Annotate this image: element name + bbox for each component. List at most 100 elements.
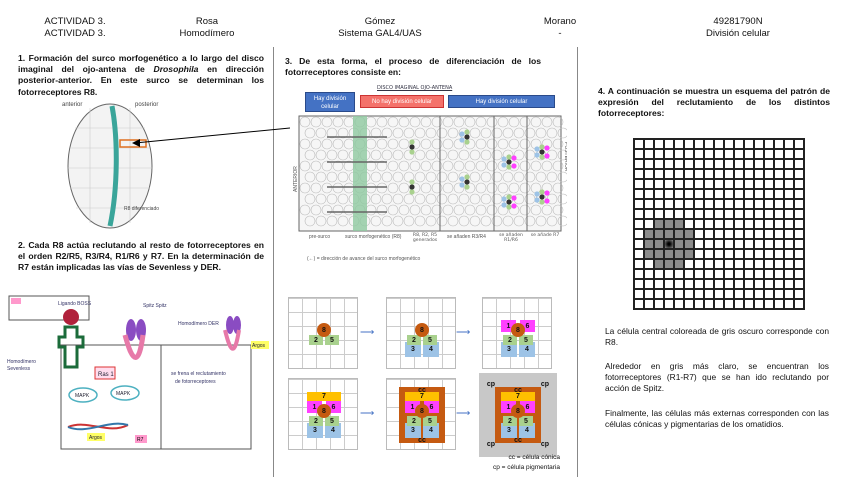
grid-cell (644, 229, 654, 239)
grid-cell (754, 169, 764, 179)
header-term-4: 49281790N (713, 16, 763, 27)
header-activity: ACTIVIDAD 3. (44, 16, 106, 27)
arrow-right-icon: ⟶ (360, 327, 375, 338)
svg-text:Ras 1: Ras 1 (98, 372, 114, 378)
cluster-cell (534, 146, 540, 152)
grid-cell (794, 279, 804, 289)
grid-cell (774, 219, 784, 229)
grid-cell (794, 159, 804, 169)
svg-text:anterior: anterior (62, 102, 82, 108)
grid-cell (784, 229, 794, 239)
grid-cell (644, 239, 654, 249)
grid-cell (644, 269, 654, 279)
grid-cell (794, 219, 804, 229)
cluster-cell (506, 159, 512, 165)
grid-cell (664, 299, 674, 309)
grid-cell (724, 249, 734, 259)
cluster-cell (409, 179, 415, 185)
grid-cell (714, 289, 724, 299)
cell: cc (514, 386, 522, 394)
label-division-1: Hay división celular (305, 92, 355, 112)
section4-paragraph-3: Finalmente, las células más externas cor… (605, 408, 829, 430)
cluster-cell (506, 204, 512, 210)
grid-cell (704, 199, 714, 209)
grid-cell (784, 209, 794, 219)
grid-cell (634, 219, 644, 229)
section4-text: 4. A continuación se muestra un esquema … (598, 86, 830, 119)
grid-cell (724, 259, 734, 269)
grid-cell (674, 269, 684, 279)
svg-text:POSTERIOR: POSTERIOR (563, 142, 567, 172)
grid-cell (694, 229, 704, 239)
grid-cell (634, 239, 644, 249)
grid-cell (794, 259, 804, 269)
cluster-cell (409, 144, 415, 150)
grid-cell (754, 229, 764, 239)
grid-cell (684, 179, 694, 189)
grid-cell (644, 279, 654, 289)
recruitment-grid (633, 138, 805, 310)
grid-cell (734, 159, 744, 169)
svg-text:ANTERIOR: ANTERIOR (293, 166, 299, 192)
grid-cell (654, 149, 664, 159)
grid-cell (634, 179, 644, 189)
grid-cell (684, 289, 694, 299)
grid-cell (794, 139, 804, 149)
grid-cell (714, 279, 724, 289)
cluster-cell (539, 189, 545, 195)
grid-cell (784, 239, 794, 249)
grid-cell (754, 159, 764, 169)
grid-cell (784, 199, 794, 209)
grid-cell (784, 139, 794, 149)
grid-cell (674, 209, 684, 219)
cluster-cell (511, 203, 517, 209)
cluster-cell (464, 184, 470, 190)
grid-cell (764, 249, 774, 259)
grid-cell (654, 139, 664, 149)
grid-cell (644, 289, 654, 299)
grid-cell (674, 159, 684, 169)
grid-cell (674, 259, 684, 269)
grid-cell (714, 159, 724, 169)
grid-cell (644, 189, 654, 199)
grid-cell (774, 159, 784, 169)
grid-cell (754, 239, 764, 249)
cluster-cell (544, 153, 550, 159)
cell: 5 (519, 416, 533, 426)
cell: 8 (511, 323, 525, 337)
grid-cell (664, 259, 674, 269)
label-no-division: No hay división celular (360, 95, 444, 108)
grid-cell (694, 249, 704, 259)
stage-label-r8-r2-r5: R8, R2, R5 generados (412, 233, 438, 244)
grid-cell (684, 199, 694, 209)
grid-cell (694, 239, 704, 249)
cluster-cell (501, 162, 507, 168)
grid-cell (794, 299, 804, 309)
grid-cell (694, 149, 704, 159)
grid-cell (654, 259, 664, 269)
cell: 3 (501, 423, 517, 438)
cluster-cell (501, 196, 507, 202)
grid-cell (724, 239, 734, 249)
grid-cell (784, 189, 794, 199)
cell: 3 (405, 342, 421, 357)
cluster-cell (539, 149, 545, 155)
grid-cell (664, 249, 674, 259)
grid-cell (704, 299, 714, 309)
cluster-cell (534, 152, 540, 158)
grid-cell (714, 269, 724, 279)
grid-cell (794, 209, 804, 219)
grid-cell (744, 149, 754, 159)
grid-cell (714, 199, 724, 209)
grid-cell (764, 139, 774, 149)
grid-cell (774, 209, 784, 219)
grid-cell (784, 259, 794, 269)
grid-cell (654, 289, 664, 299)
cluster-cell (534, 197, 540, 203)
cluster-cell (544, 190, 550, 196)
svg-text:Homodímero: Homodímero (7, 359, 36, 365)
ommatidium-stage: cc cc 7 1 6 3 4 2 5 8 (386, 378, 456, 450)
grid-cell (714, 179, 724, 189)
grid-cell (744, 239, 754, 249)
grid-cell (654, 179, 664, 189)
